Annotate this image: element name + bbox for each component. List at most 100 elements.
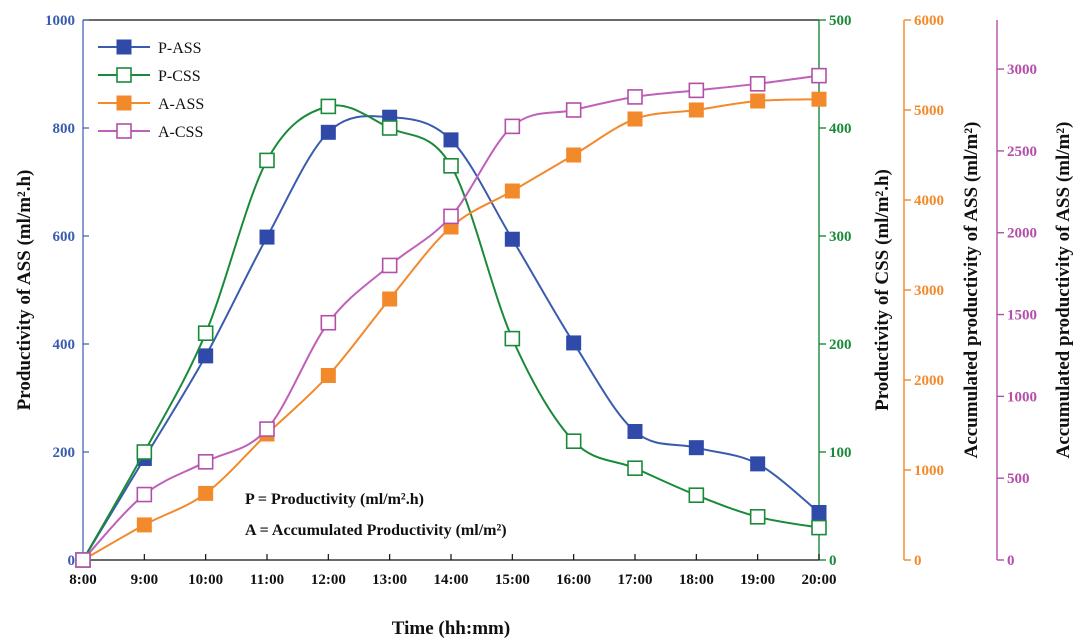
series-a-css-point: [197, 454, 214, 470]
series-a-css-point: [443, 208, 459, 225]
x-tick-label: 18:00: [679, 572, 714, 588]
legend: P-ASS P-CSS A-ASS A-CSS: [98, 39, 204, 141]
legend-item-p-ass: P-ASS: [98, 39, 202, 57]
axes-layer: 0200400600800100001002003004005000100020…: [14, 13, 1074, 639]
series-p-css-point: [443, 158, 459, 174]
series-a-ass-point: [566, 147, 582, 163]
left-tick-label: 1000: [45, 13, 75, 29]
right2-axis-tick-label: 1000: [914, 463, 944, 479]
series-p-css-point: [381, 120, 398, 136]
series-p-ass-point: [627, 423, 643, 439]
series-a-css-point: [75, 552, 91, 568]
series-p-ass-line: [82, 115, 820, 561]
series-a-css-point: [688, 82, 705, 99]
x-tick-label: 8:00: [69, 572, 97, 588]
series-a-css-point: [749, 76, 766, 92]
annotation-2: A = Accumulated Productivity (ml/m²): [245, 522, 507, 539]
series-a-css-point: [381, 257, 398, 274]
legend-item-a-css: A-CSS: [98, 123, 203, 141]
series-p-css-line: [82, 104, 820, 561]
series-p-css-point: [811, 519, 827, 536]
series-a-ass-point: [504, 183, 520, 199]
left-axis-title: Productivity of ASS (ml/m².h): [14, 170, 35, 411]
series-p-css-point: [136, 444, 153, 460]
legend-label: A-CSS: [158, 124, 203, 141]
x-tick-label: 16:00: [556, 572, 591, 588]
left-tick-label: 400: [53, 337, 76, 353]
annotations: P = Productivity (ml/m².h) A = Accumulate…: [245, 491, 507, 539]
series-p-ass-point: [198, 348, 214, 364]
right3-axis-tick-label: 1000: [1007, 389, 1037, 405]
right2-axis-tick-label: 5000: [914, 103, 944, 119]
legend-label: P-CSS: [158, 68, 201, 85]
series-a-css-point: [811, 67, 827, 84]
series-a-css-point: [565, 102, 582, 118]
right3-axis-tick-label: 2500: [1007, 144, 1037, 160]
series-a-css-point: [259, 421, 275, 437]
right1-axis-title: Productivity of CSS (ml/m².h): [872, 169, 893, 411]
x-tick-label: 13:00: [372, 572, 407, 588]
right3-axis-tick-label: 500: [1007, 471, 1030, 487]
series-p-ass-point: [320, 124, 336, 140]
right3-axis-tick-label: 1500: [1007, 308, 1037, 324]
series-p-css-point: [627, 460, 643, 477]
legend-swatch-marker: [116, 39, 132, 55]
series-p-css-point: [565, 433, 582, 450]
series-p-ass-point: [504, 231, 520, 247]
series-a-ass-point: [811, 91, 827, 107]
series-a-css: [75, 67, 827, 568]
right2-axis-tick-label: 3000: [914, 283, 944, 299]
series-a-ass-point: [688, 102, 704, 118]
left-tick-label: 200: [53, 445, 76, 461]
left-tick-label: 600: [53, 229, 76, 245]
series-a-css-line: [82, 74, 820, 561]
series-p-ass: [75, 109, 827, 568]
x-tick-label: 11:00: [250, 572, 284, 588]
x-tick-label: 14:00: [434, 572, 469, 588]
series-a-ass-point: [320, 368, 336, 383]
legend-label: A-ASS: [158, 96, 204, 113]
series-a-ass-point: [136, 517, 152, 533]
series-p-css-point: [688, 487, 705, 504]
series-p-ass-point: [566, 335, 582, 351]
legend-item-p-css: P-CSS: [98, 67, 201, 85]
right1-axis-tick-label: 400: [829, 121, 852, 137]
x-tick-label: 17:00: [618, 572, 653, 588]
legend-swatch-marker: [116, 67, 132, 83]
series-p-css-point: [320, 98, 337, 115]
right1-axis-tick-label: 100: [829, 445, 852, 461]
right2-axis-tick-label: 2000: [914, 373, 944, 389]
series-p-css-point: [259, 152, 275, 169]
x-tick-label: 20:00: [802, 572, 837, 588]
series-a-ass-point: [627, 111, 643, 127]
series-a-css-point: [627, 89, 643, 105]
right3-axis-tick-label: 2000: [1007, 226, 1037, 242]
series-p-css-point: [197, 325, 214, 342]
left-tick-label: 0: [68, 553, 76, 569]
x-axis-title: Time (hh:mm): [392, 618, 510, 639]
right1-axis-tick-label: 300: [829, 229, 852, 245]
right1-axis-tick-label: 200: [829, 337, 852, 353]
series-p-ass-point: [443, 132, 459, 148]
right2-axis-title: Accumulated productivity of ASS (ml/m²): [961, 122, 982, 459]
series-p-ass-point: [688, 440, 704, 456]
series-a-ass-point: [750, 93, 766, 109]
series-p-ass-point: [259, 229, 275, 245]
right2-axis-tick-label: 4000: [914, 193, 944, 209]
legend-item-a-ass: A-ASS: [98, 95, 204, 113]
series-a-ass-point: [382, 291, 398, 307]
series-p-css-point: [504, 330, 521, 347]
series-a-css-point: [320, 314, 337, 331]
x-tick-label: 9:00: [131, 572, 159, 588]
series-a-css-point: [504, 118, 521, 135]
right2-axis-tick-label: 0: [914, 553, 922, 569]
legend-label: P-ASS: [158, 40, 202, 57]
right3-axis-title: Accumulated productivity of ASS (ml/m²): [1053, 122, 1074, 459]
series-p-css-point: [749, 508, 766, 525]
right3-axis-tick-label: 0: [1007, 553, 1015, 569]
series-a-css-point: [136, 486, 153, 503]
right2-axis-tick-label: 6000: [914, 13, 944, 29]
left-tick-label: 800: [53, 121, 76, 137]
x-tick-label: 15:00: [495, 572, 530, 588]
